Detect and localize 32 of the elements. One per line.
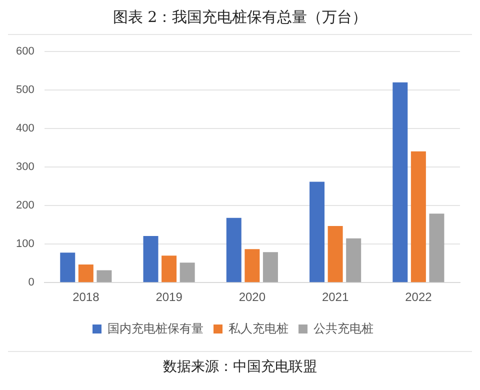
y-tick-label: 100 <box>16 238 34 250</box>
legend-label: 国内充电桩保有量 <box>108 321 204 336</box>
bar <box>226 218 242 282</box>
bar <box>410 151 426 282</box>
bar <box>180 262 195 282</box>
bar <box>143 236 158 282</box>
source-note: 数据来源：中国充电联盟 <box>8 351 472 376</box>
y-tick-label: 0 <box>28 276 34 289</box>
bar <box>310 182 325 282</box>
bar <box>429 214 444 282</box>
y-tick-label: 500 <box>16 84 34 96</box>
bar <box>262 252 278 282</box>
bar <box>392 82 408 282</box>
bar <box>328 226 343 282</box>
x-tick-label: 2022 <box>405 290 432 304</box>
legend-label: 公共充电桩 <box>314 321 374 336</box>
x-tick-label: 2018 <box>72 290 100 304</box>
bar <box>346 238 362 282</box>
y-tick-label: 400 <box>16 122 34 135</box>
bar <box>162 256 177 282</box>
x-tick-label: 2019 <box>156 290 183 304</box>
y-tick-label: 300 <box>16 161 34 174</box>
bar <box>60 252 76 282</box>
bar <box>244 249 260 282</box>
bar <box>96 270 112 282</box>
y-tick-label: 200 <box>16 200 34 212</box>
y-tick-label: 600 <box>16 46 34 58</box>
x-tick-label: 2020 <box>238 290 266 304</box>
legend-label: 私人充电桩 <box>228 321 288 336</box>
x-tick-label: 2021 <box>322 290 349 304</box>
chart-title: 图表 2：我国充电桩保有总量（万台） <box>8 0 472 35</box>
bar <box>78 264 94 282</box>
